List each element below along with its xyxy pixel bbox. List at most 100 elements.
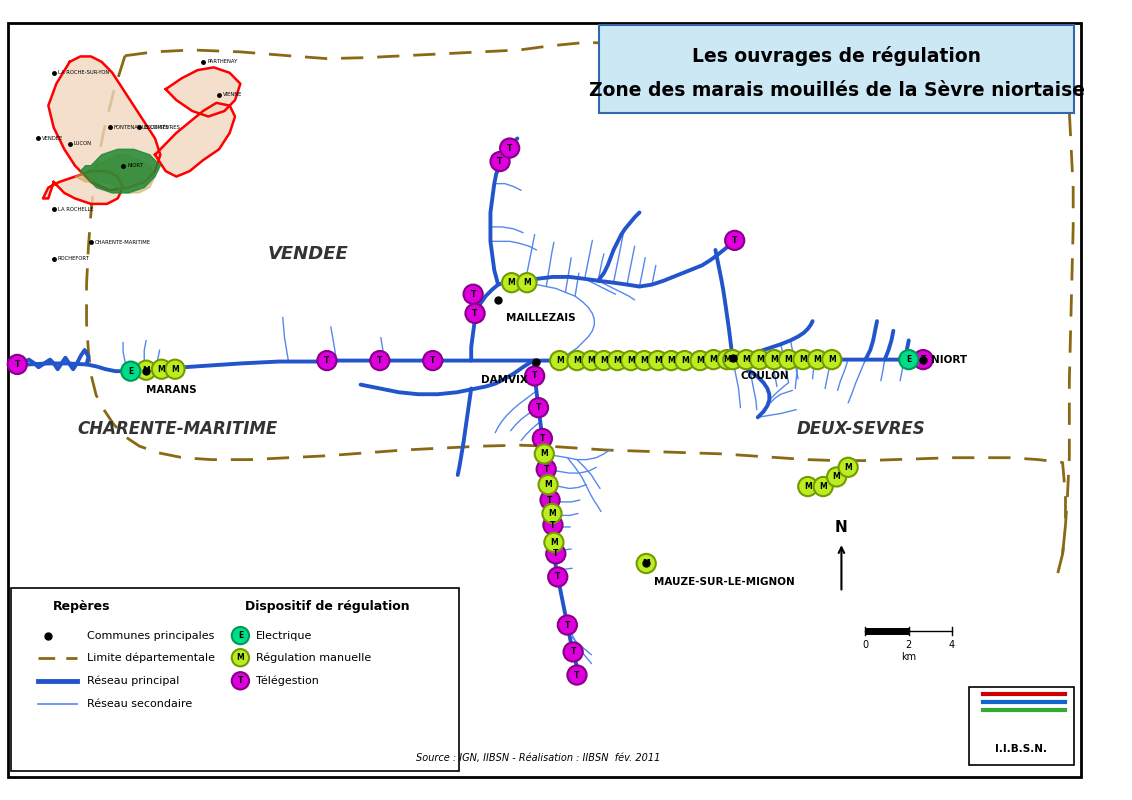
Circle shape — [839, 458, 858, 477]
Circle shape — [822, 350, 841, 370]
Text: M: M — [756, 355, 764, 364]
Text: M: M — [614, 356, 621, 365]
Circle shape — [537, 460, 556, 479]
Circle shape — [726, 230, 745, 250]
Circle shape — [525, 366, 544, 386]
Text: Les ouvrages de régulation: Les ouvrages de régulation — [692, 46, 981, 66]
Text: M: M — [833, 473, 840, 482]
Text: Réseau principal: Réseau principal — [86, 675, 179, 686]
Text: 2: 2 — [906, 641, 912, 650]
Text: T: T — [543, 465, 549, 474]
Text: M: M — [729, 355, 737, 364]
Text: M: M — [827, 355, 835, 364]
Circle shape — [737, 350, 756, 370]
Text: T: T — [430, 356, 436, 365]
Text: T: T — [548, 495, 552, 505]
Text: M: M — [237, 654, 245, 662]
Text: M: M — [627, 356, 635, 365]
Text: E: E — [128, 366, 134, 376]
Circle shape — [534, 444, 554, 463]
Text: N: N — [835, 520, 848, 534]
Text: M: M — [544, 480, 552, 489]
Text: Régulation manuelle: Régulation manuelle — [256, 653, 371, 663]
Circle shape — [608, 351, 627, 370]
Circle shape — [827, 467, 847, 486]
Text: M: M — [588, 356, 595, 365]
Text: 4: 4 — [949, 641, 955, 650]
FancyBboxPatch shape — [969, 686, 1074, 766]
Circle shape — [723, 350, 743, 370]
Circle shape — [542, 504, 561, 523]
Circle shape — [232, 627, 249, 644]
Circle shape — [539, 475, 558, 494]
Text: MAILLEZAIS: MAILLEZAIS — [506, 314, 575, 323]
Text: T: T — [507, 143, 513, 153]
Text: Dispositif de régulation: Dispositif de régulation — [246, 600, 410, 613]
Text: T: T — [497, 157, 503, 166]
Text: T: T — [565, 621, 571, 630]
Circle shape — [718, 350, 737, 370]
Text: E: E — [238, 631, 243, 640]
Circle shape — [533, 429, 552, 448]
Text: T: T — [324, 356, 329, 365]
Circle shape — [317, 351, 336, 370]
Text: I.I.B.S.N.: I.I.B.S.N. — [995, 744, 1047, 754]
Circle shape — [582, 351, 601, 370]
Text: Repères: Repères — [53, 600, 111, 613]
Circle shape — [914, 350, 933, 370]
Text: E: E — [906, 355, 911, 364]
Circle shape — [232, 649, 249, 666]
Circle shape — [751, 350, 770, 370]
Circle shape — [798, 477, 817, 496]
Circle shape — [463, 285, 482, 304]
Circle shape — [779, 350, 798, 370]
Text: MARANS: MARANS — [146, 385, 197, 394]
Text: Zone des marais mouillés de la Sèvre niortaise: Zone des marais mouillés de la Sèvre nio… — [589, 81, 1084, 100]
Text: T: T — [555, 573, 560, 582]
Text: T: T — [471, 290, 475, 298]
Circle shape — [899, 350, 918, 370]
Text: T: T — [540, 434, 544, 443]
Text: Télégestion: Télégestion — [256, 675, 319, 686]
Circle shape — [814, 477, 833, 496]
Text: T: T — [920, 355, 926, 364]
Circle shape — [550, 351, 569, 370]
Circle shape — [567, 351, 586, 370]
Text: T: T — [550, 521, 556, 530]
FancyBboxPatch shape — [10, 587, 458, 771]
Text: M: M — [814, 355, 821, 364]
Circle shape — [547, 544, 566, 563]
Text: 0: 0 — [863, 641, 868, 650]
Circle shape — [121, 362, 140, 381]
Text: M: M — [710, 355, 718, 364]
FancyBboxPatch shape — [599, 25, 1074, 114]
Circle shape — [649, 351, 668, 370]
Circle shape — [661, 351, 680, 370]
Circle shape — [704, 350, 723, 370]
Circle shape — [675, 351, 694, 370]
Circle shape — [370, 351, 389, 370]
Text: M: M — [784, 355, 792, 364]
Text: M: M — [820, 482, 827, 491]
Text: M: M — [770, 355, 778, 364]
Text: DEUX-SEVRES: DEUX-SEVRES — [796, 420, 925, 438]
Text: M: M — [641, 356, 649, 365]
Circle shape — [232, 672, 249, 690]
Circle shape — [558, 615, 577, 634]
Text: M: M — [642, 559, 650, 568]
Circle shape — [465, 304, 484, 323]
Text: T: T — [535, 403, 541, 412]
Text: VENDEE: VENDEE — [267, 245, 349, 263]
Text: M: M — [696, 356, 704, 365]
Text: Electrique: Electrique — [256, 630, 312, 641]
Circle shape — [544, 533, 564, 552]
Circle shape — [529, 398, 548, 418]
Text: M: M — [143, 366, 151, 374]
Text: CHARENTE-MARITIME: CHARENTE-MARITIME — [78, 420, 278, 438]
FancyBboxPatch shape — [8, 23, 1081, 777]
Circle shape — [152, 360, 171, 379]
Text: km: km — [901, 652, 916, 662]
Text: T: T — [377, 356, 383, 365]
Text: M: M — [799, 355, 807, 364]
Circle shape — [501, 273, 521, 292]
